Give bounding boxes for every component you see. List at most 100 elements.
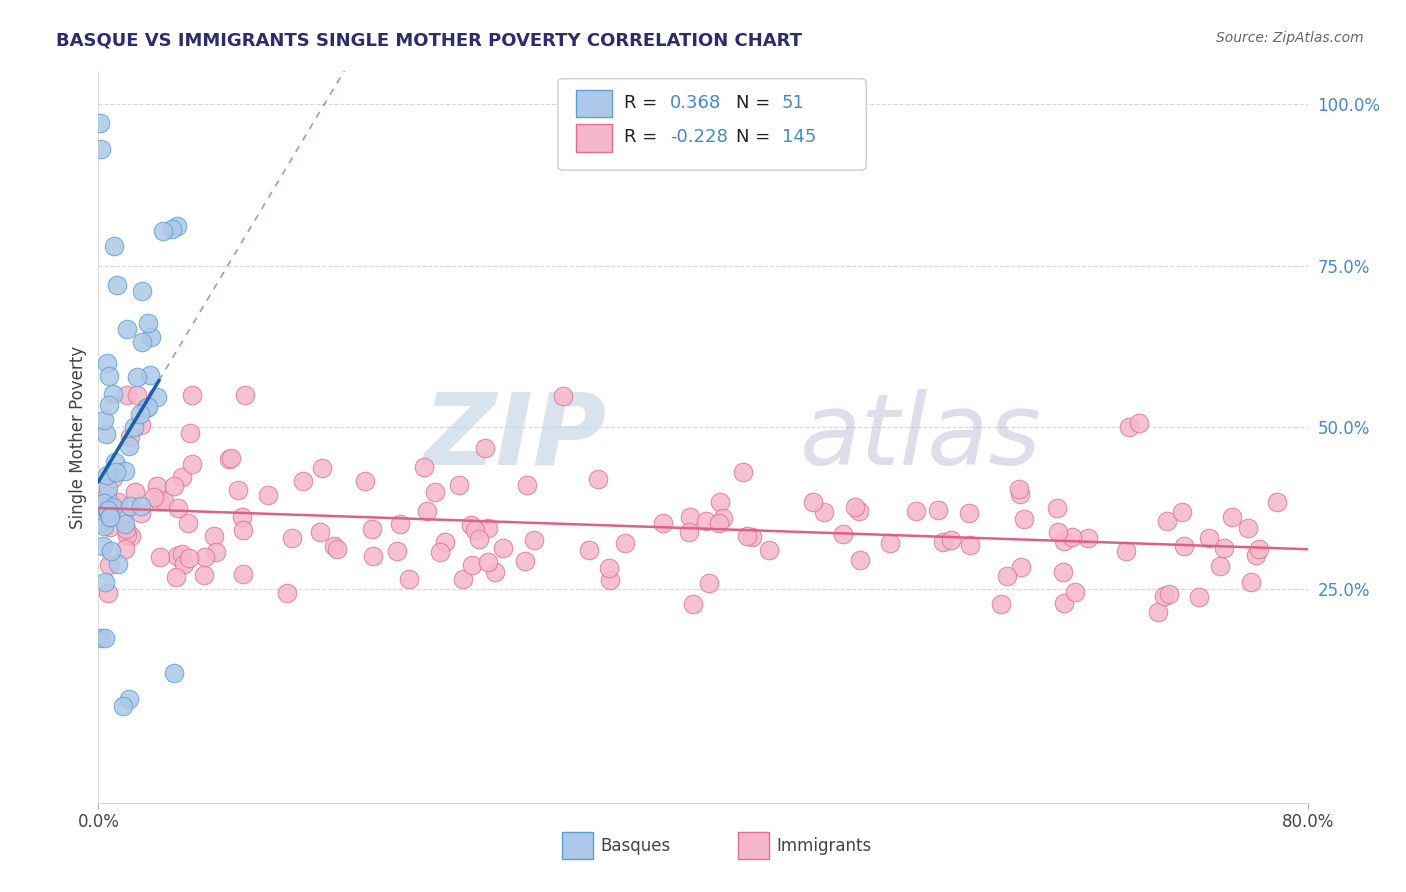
Point bbox=[152, 224, 174, 238]
Point bbox=[94, 574, 117, 589]
Point bbox=[678, 524, 700, 539]
Point bbox=[93, 519, 115, 533]
Point bbox=[1077, 532, 1099, 546]
Point bbox=[1247, 541, 1270, 556]
Text: Immigrants: Immigrants bbox=[776, 837, 872, 855]
Point bbox=[97, 481, 120, 495]
Point bbox=[177, 550, 200, 565]
Point bbox=[173, 557, 195, 571]
Point bbox=[129, 506, 152, 520]
Point bbox=[165, 569, 187, 583]
Point bbox=[1157, 587, 1180, 601]
Point bbox=[707, 516, 730, 530]
Point bbox=[477, 555, 499, 569]
Point bbox=[491, 541, 513, 556]
Point bbox=[138, 368, 160, 382]
Point bbox=[735, 529, 758, 543]
Point bbox=[1220, 509, 1243, 524]
Point bbox=[281, 531, 304, 545]
Point bbox=[90, 142, 112, 156]
Point bbox=[292, 475, 315, 489]
Point bbox=[170, 547, 193, 561]
Point bbox=[1244, 549, 1267, 563]
Point bbox=[124, 420, 146, 434]
Point bbox=[387, 544, 409, 558]
Point bbox=[104, 454, 127, 468]
Point bbox=[522, 533, 544, 547]
Point bbox=[578, 542, 600, 557]
Point bbox=[96, 503, 118, 517]
Point bbox=[120, 529, 142, 543]
Point bbox=[148, 493, 170, 508]
Point bbox=[1064, 585, 1087, 599]
Point bbox=[118, 692, 141, 706]
Point bbox=[93, 413, 115, 427]
Point bbox=[1188, 590, 1211, 604]
Point bbox=[1240, 574, 1263, 589]
Point bbox=[166, 549, 188, 563]
Point bbox=[153, 494, 176, 508]
Point bbox=[97, 495, 120, 509]
Bar bbox=[576, 89, 613, 118]
Point bbox=[97, 502, 120, 516]
Point bbox=[104, 465, 127, 479]
Point bbox=[1052, 565, 1074, 579]
Point bbox=[98, 510, 121, 524]
Point bbox=[1236, 521, 1258, 535]
Point bbox=[484, 566, 506, 580]
Point bbox=[412, 459, 434, 474]
Point bbox=[96, 356, 118, 370]
Point bbox=[1010, 560, 1032, 574]
Point bbox=[939, 533, 962, 548]
Text: R =: R = bbox=[624, 94, 664, 112]
Point bbox=[879, 536, 901, 550]
Point bbox=[219, 450, 242, 465]
FancyBboxPatch shape bbox=[558, 78, 866, 170]
Text: -0.228: -0.228 bbox=[671, 128, 728, 146]
Point bbox=[322, 539, 344, 553]
Point bbox=[98, 509, 121, 524]
Point bbox=[1209, 559, 1232, 574]
Point bbox=[695, 514, 717, 528]
Text: 145: 145 bbox=[782, 128, 815, 146]
Point bbox=[226, 483, 249, 497]
Point bbox=[1045, 500, 1067, 515]
Point bbox=[434, 535, 457, 549]
Point bbox=[118, 439, 141, 453]
Point bbox=[129, 499, 152, 513]
Point bbox=[90, 631, 112, 645]
Point bbox=[927, 503, 949, 517]
Point bbox=[97, 585, 120, 599]
Point bbox=[415, 504, 437, 518]
Point bbox=[553, 389, 575, 403]
Point bbox=[758, 543, 780, 558]
Text: N =: N = bbox=[735, 94, 776, 112]
Point bbox=[460, 517, 482, 532]
Point bbox=[311, 461, 333, 475]
Point bbox=[179, 426, 201, 441]
Point bbox=[98, 369, 121, 384]
Point bbox=[101, 471, 124, 485]
Point bbox=[232, 567, 254, 582]
Point bbox=[586, 472, 609, 486]
Point bbox=[142, 491, 165, 505]
Point bbox=[146, 390, 169, 404]
Point bbox=[194, 549, 217, 564]
Point bbox=[429, 545, 451, 559]
Point bbox=[848, 504, 870, 518]
Point bbox=[309, 524, 332, 539]
Text: 51: 51 bbox=[782, 94, 804, 112]
Point bbox=[904, 504, 927, 518]
Point bbox=[193, 568, 215, 582]
Point bbox=[1053, 596, 1076, 610]
Point bbox=[682, 597, 704, 611]
Point bbox=[709, 495, 731, 509]
Point bbox=[832, 527, 855, 541]
Point bbox=[741, 529, 763, 543]
Text: ZIP: ZIP bbox=[423, 389, 606, 485]
Point bbox=[166, 219, 188, 234]
Point bbox=[460, 558, 482, 573]
Point bbox=[180, 458, 202, 472]
Point bbox=[115, 522, 138, 536]
Point bbox=[96, 467, 118, 482]
